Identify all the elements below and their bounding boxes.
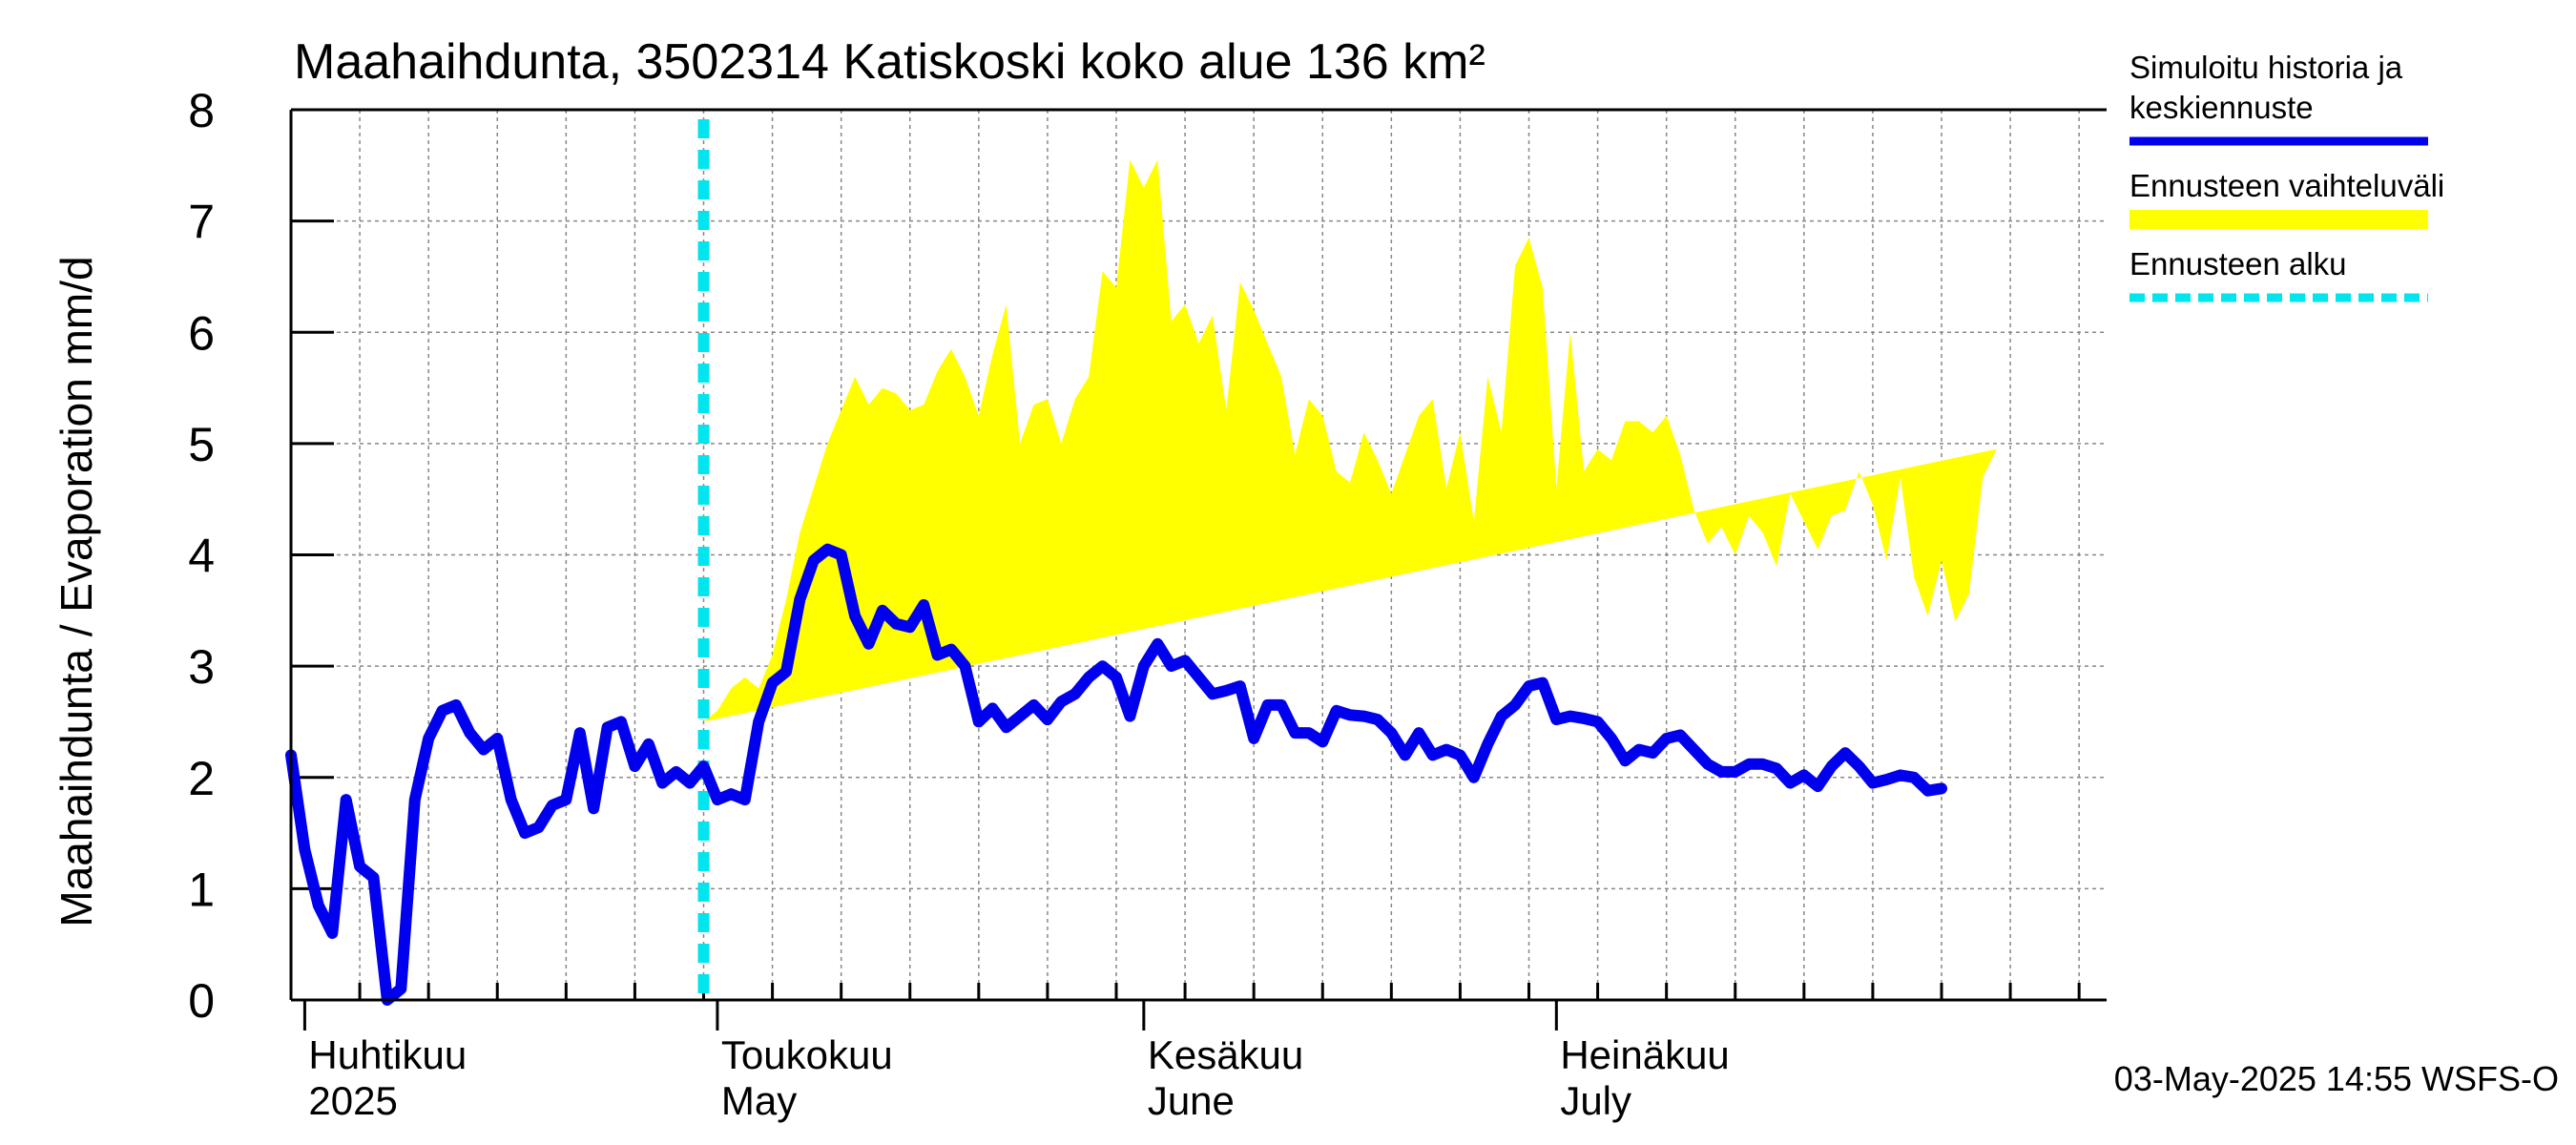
month-label-en: 2025 — [308, 1078, 397, 1123]
chart-title: Maahaihdunta, 3502314 Katiskoski koko al… — [294, 34, 1485, 90]
y-tick-label: 7 — [188, 196, 215, 249]
month-label-fi: Huhtikuu — [308, 1032, 467, 1077]
legend-label: Ennusteen vaihteluväli — [2129, 168, 2444, 203]
legend-label: Simuloitu historia ja — [2129, 50, 2403, 85]
y-tick-label: 3 — [188, 640, 215, 694]
y-tick-label: 4 — [188, 530, 215, 583]
month-label-fi: Toukokuu — [721, 1032, 893, 1077]
forecast-range-band — [703, 159, 1997, 722]
month-label-fi: Heinäkuu — [1560, 1032, 1729, 1077]
x-grid — [302, 110, 2081, 1030]
month-label-en: July — [1560, 1078, 1631, 1123]
legend-label: keskiennuste — [2129, 90, 2314, 125]
y-tick-label: 5 — [188, 418, 215, 471]
footer-timestamp: 03-May-2025 14:55 WSFS-O — [2114, 1059, 2559, 1098]
y-tick-label: 6 — [188, 306, 215, 360]
y-tick-label: 1 — [188, 863, 215, 916]
y-tick-labels: 0 1 2 3 4 5 6 7 8 — [188, 84, 215, 1028]
month-label-en: June — [1148, 1078, 1235, 1123]
median-series-line — [285, 543, 1947, 1006]
legend-label: Ennusteen alku — [2129, 246, 2347, 281]
plot-frame — [289, 108, 2107, 1002]
legend: Simuloitu historia ja keskiennuste Ennuste… — [2129, 50, 2444, 302]
y-tick-label: 8 — [188, 84, 215, 137]
month-label-fi: Kesäkuu — [1148, 1032, 1303, 1077]
y-tick-label: 0 — [188, 974, 215, 1028]
y-tick-label: 2 — [188, 752, 215, 805]
y-axis-label: Maahaihdunta / Evaporation mm/d — [52, 256, 101, 926]
month-label-en: May — [721, 1078, 797, 1123]
